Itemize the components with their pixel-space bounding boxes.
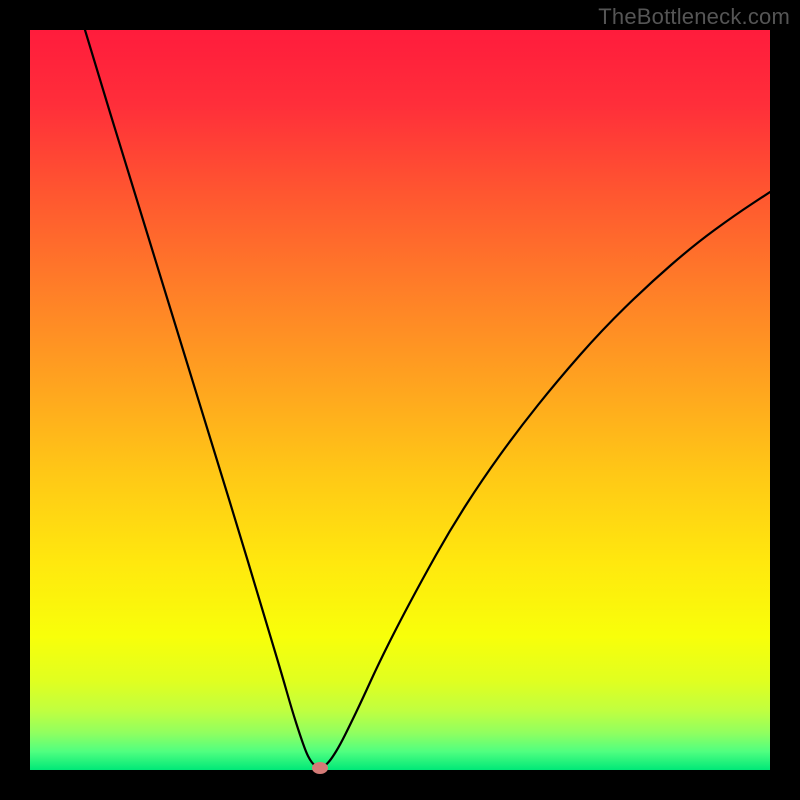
bottleneck-curve	[30, 30, 770, 770]
watermark-text: TheBottleneck.com	[598, 4, 790, 30]
plot-area	[30, 30, 770, 770]
optimal-point-marker	[312, 762, 328, 774]
